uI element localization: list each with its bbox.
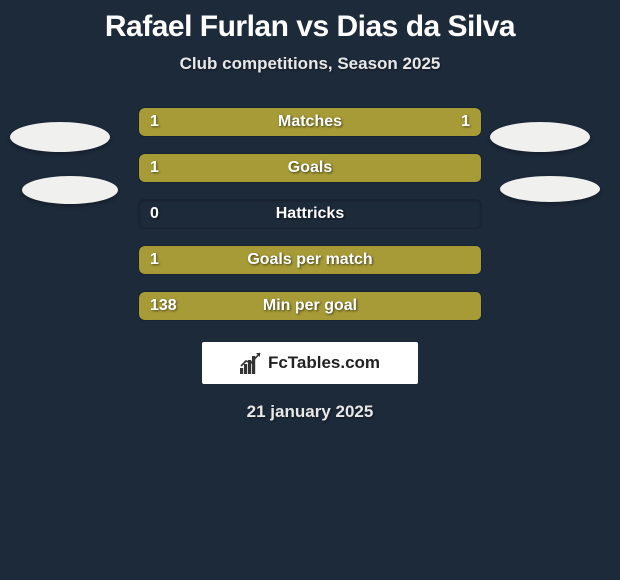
decorative-oval xyxy=(500,176,600,202)
subtitle: Club competitions, Season 2025 xyxy=(0,54,620,74)
date-text: 21 january 2025 xyxy=(0,402,620,422)
page-title: Rafael Furlan vs Dias da Silva xyxy=(0,0,620,44)
stat-label: Hattricks xyxy=(138,196,482,232)
brand-text: FcTables.com xyxy=(268,353,380,373)
stat-row: 138Min per goal xyxy=(0,288,620,324)
vs-text: vs xyxy=(296,10,328,43)
stat-label: Goals xyxy=(138,150,482,186)
brand-box: FcTables.com xyxy=(202,342,418,384)
decorative-oval xyxy=(22,176,118,204)
decorative-oval xyxy=(490,122,590,152)
player2-name: Dias da Silva xyxy=(337,10,516,43)
stat-label: Goals per match xyxy=(138,242,482,278)
stat-label: Matches xyxy=(138,104,482,140)
player1-name: Rafael Furlan xyxy=(105,10,289,43)
fctables-logo-icon xyxy=(240,352,264,374)
stat-label: Min per goal xyxy=(138,288,482,324)
decorative-oval xyxy=(10,122,110,152)
stat-row: 1Goals per match xyxy=(0,242,620,278)
